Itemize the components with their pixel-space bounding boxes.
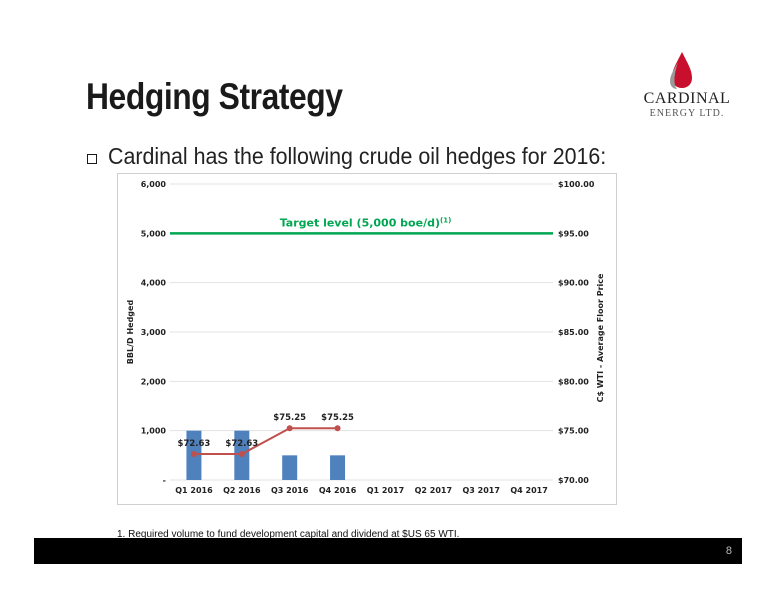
x-tick-label: Q2 2016 — [223, 486, 261, 495]
right-tick-label: $75.00 — [558, 427, 589, 436]
left-tick-label: 3,000 — [141, 328, 167, 337]
left-tick-label: 4,000 — [141, 279, 167, 288]
cardinal-logo — [670, 52, 692, 89]
x-tick-label: Q3 2017 — [462, 486, 499, 495]
price-point — [334, 425, 341, 432]
footer-bar — [34, 538, 742, 564]
right-tick-label: $80.00 — [558, 377, 589, 386]
chart-frame — [117, 173, 617, 505]
footnote: 1. Required volume to fund development c… — [117, 529, 460, 540]
x-tick-label: Q2 2017 — [415, 486, 452, 495]
price-point — [190, 451, 197, 458]
price-data-label: $72.63 — [178, 439, 211, 449]
price-data-label: $72.63 — [225, 439, 258, 449]
x-tick-label: Q1 2017 — [367, 486, 404, 495]
right-tick-label: $90.00 — [558, 279, 589, 288]
right-tick-label: $95.00 — [558, 229, 589, 238]
price-point — [238, 451, 245, 458]
x-tick-label: Q1 2016 — [175, 486, 213, 495]
left-tick-label: 2,000 — [141, 377, 167, 386]
left-tick-label: - — [163, 476, 166, 485]
price-line — [193, 427, 338, 456]
right-axis-title: C$ WTI - Average Floor Price — [596, 273, 605, 402]
volume-bar — [282, 455, 298, 480]
x-tick-label: Q3 2016 — [271, 486, 309, 495]
left-tick-label: 1,000 — [141, 427, 167, 436]
volume-bar — [330, 455, 346, 480]
logo-subtitle: ENERGY LTD. — [649, 108, 725, 119]
price-point — [286, 425, 293, 432]
bullet-text: Cardinal has the following crude oil hed… — [108, 143, 607, 169]
right-tick-label: $85.00 — [558, 328, 589, 337]
logo-wordmark: CARDINAL — [643, 90, 731, 107]
price-data-label: $75.25 — [273, 413, 306, 423]
slide-title: Hedging Strategy — [86, 76, 343, 117]
x-tick-label: Q4 2017 — [510, 486, 547, 495]
left-axis-title: BBL/D Hedged — [126, 300, 135, 365]
target-label: Target level (5,000 boe/d)(1) — [280, 216, 452, 229]
flame-drop-icon — [670, 52, 692, 89]
hedging-chart: - 1,000 2,000 3,000 4,000 5,000 6,000 $70.00 $75… — [126, 180, 605, 495]
target-label-footnote-mark: (1) — [440, 216, 451, 224]
price-data-label: $75.25 — [321, 413, 354, 423]
right-tick-label: $70.00 — [558, 476, 589, 485]
page-number: 8 — [725, 545, 732, 557]
left-tick-label: 5,000 — [141, 229, 167, 238]
x-tick-label: Q4 2016 — [319, 486, 357, 495]
right-tick-label: $100.00 — [558, 180, 595, 189]
left-tick-label: 6,000 — [141, 180, 167, 189]
square-bullet-icon — [87, 154, 97, 164]
